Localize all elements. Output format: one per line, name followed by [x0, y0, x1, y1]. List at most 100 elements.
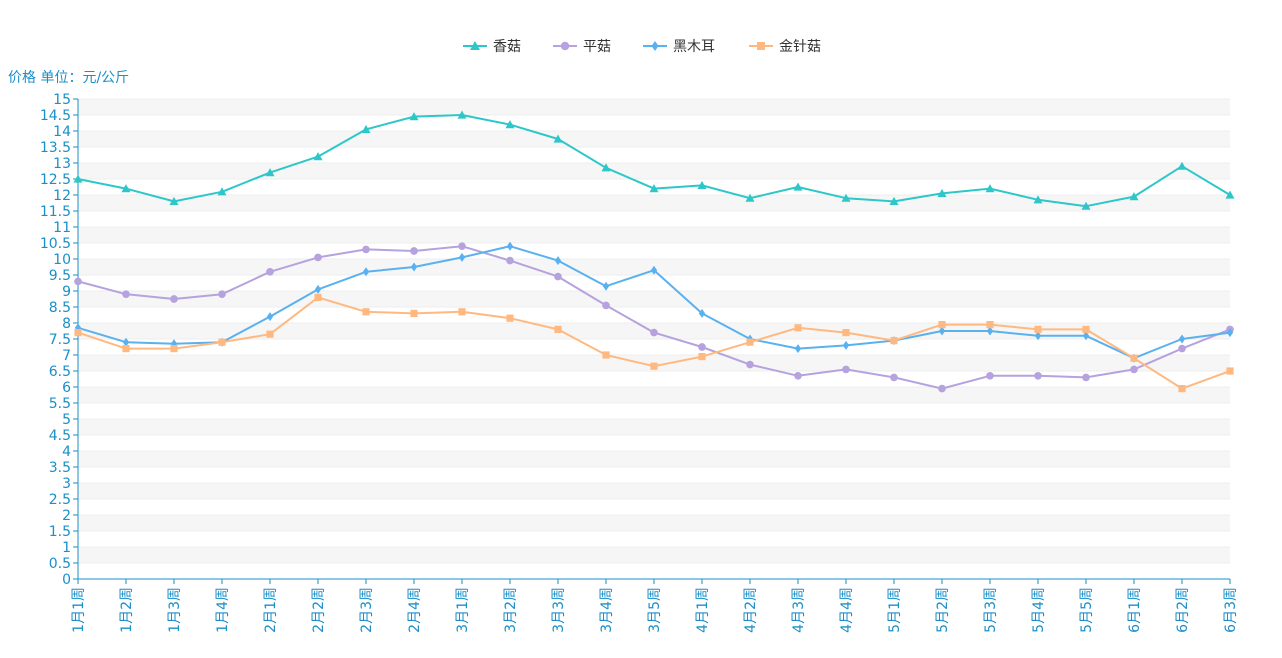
data-point[interactable] [794, 344, 802, 354]
data-point[interactable] [890, 373, 898, 382]
legend-item-4[interactable]: 金针菇 [749, 39, 821, 55]
data-point[interactable] [554, 325, 562, 333]
data-point[interactable] [890, 337, 898, 345]
data-point[interactable] [266, 330, 274, 338]
data-point[interactable] [698, 353, 706, 361]
data-point[interactable] [1178, 385, 1186, 393]
data-point[interactable] [601, 163, 611, 172]
data-point[interactable] [217, 187, 227, 196]
data-point[interactable] [266, 267, 274, 276]
data-point[interactable] [361, 124, 371, 133]
legend[interactable]: 香菇 平菇 黑木耳 金针菇 [463, 39, 821, 55]
data-point[interactable] [121, 184, 131, 193]
data-point[interactable] [938, 326, 946, 336]
data-point[interactable] [1130, 354, 1138, 362]
data-point[interactable] [745, 193, 755, 202]
data-point[interactable] [505, 120, 515, 129]
data-point[interactable] [1177, 161, 1187, 170]
data-point[interactable] [410, 309, 418, 317]
data-point[interactable] [746, 360, 754, 369]
data-point[interactable] [314, 284, 322, 294]
data-point[interactable] [1081, 201, 1091, 210]
data-point[interactable] [74, 277, 82, 286]
data-point[interactable] [650, 362, 658, 370]
data-point[interactable] [1225, 190, 1235, 199]
legend-item-2[interactable]: 平菇 [553, 39, 611, 55]
data-point[interactable] [1034, 371, 1042, 380]
data-point[interactable] [1082, 325, 1090, 333]
data-point[interactable] [986, 326, 994, 336]
data-point[interactable] [73, 174, 83, 183]
data-point[interactable] [889, 196, 899, 205]
data-point[interactable] [458, 252, 466, 262]
data-point[interactable] [650, 328, 658, 337]
data-point[interactable] [122, 337, 130, 347]
data-point[interactable] [74, 329, 82, 337]
data-point[interactable] [458, 308, 466, 316]
data-point[interactable] [842, 340, 850, 350]
data-point[interactable] [794, 324, 802, 332]
data-point[interactable] [506, 256, 514, 265]
data-point[interactable] [218, 338, 226, 346]
data-point[interactable] [554, 272, 562, 281]
data-point[interactable] [410, 247, 418, 255]
data-point[interactable] [313, 152, 323, 161]
data-point[interactable] [553, 134, 563, 143]
data-point[interactable] [362, 308, 370, 316]
y-tick-label: 11.5 [40, 204, 71, 220]
data-point[interactable] [1082, 331, 1090, 341]
data-point[interactable] [649, 184, 659, 193]
data-point[interactable] [1034, 331, 1042, 341]
data-point[interactable] [938, 321, 946, 329]
data-point[interactable] [842, 329, 850, 337]
data-point[interactable] [938, 384, 946, 393]
data-point[interactable] [1178, 334, 1186, 344]
data-point[interactable] [1226, 328, 1234, 338]
data-point[interactable] [170, 345, 178, 353]
data-point[interactable] [554, 256, 562, 266]
data-point[interactable] [409, 112, 419, 121]
data-point[interactable] [650, 265, 658, 275]
data-point[interactable] [1226, 367, 1234, 375]
data-point[interactable] [986, 321, 994, 329]
data-point[interactable] [410, 262, 418, 272]
data-point[interactable] [506, 241, 514, 251]
legend-item-3[interactable]: 黑木耳 [643, 39, 715, 55]
data-point[interactable] [602, 301, 610, 310]
data-point[interactable] [265, 168, 275, 177]
data-point[interactable] [362, 267, 370, 277]
data-point[interactable] [937, 188, 947, 197]
data-point[interactable] [746, 338, 754, 346]
data-point[interactable] [602, 351, 610, 359]
data-point[interactable] [362, 245, 370, 254]
data-point[interactable] [169, 196, 179, 205]
data-point[interactable] [314, 253, 322, 262]
data-point[interactable] [218, 290, 226, 299]
data-point[interactable] [841, 193, 851, 202]
data-point[interactable] [122, 290, 130, 299]
data-point[interactable] [602, 281, 610, 291]
data-point[interactable] [457, 110, 467, 119]
data-point[interactable] [1033, 195, 1043, 204]
data-point[interactable] [314, 293, 322, 301]
data-point[interactable] [458, 242, 466, 251]
data-point[interactable] [793, 182, 803, 191]
data-point[interactable] [122, 345, 130, 353]
data-point[interactable] [985, 184, 995, 193]
data-point[interactable] [697, 180, 707, 189]
legend-item-1[interactable]: 香菇 [463, 39, 521, 55]
data-point[interactable] [1082, 373, 1090, 382]
data-point[interactable] [698, 343, 706, 351]
data-point[interactable] [170, 295, 178, 303]
data-point[interactable] [1178, 344, 1186, 353]
data-point[interactable] [794, 371, 802, 380]
data-point[interactable] [1130, 365, 1138, 374]
data-point[interactable] [1129, 192, 1139, 201]
grid-band [78, 307, 1230, 323]
data-point[interactable] [698, 308, 706, 318]
data-point[interactable] [986, 371, 994, 380]
data-point[interactable] [506, 314, 514, 322]
data-point[interactable] [842, 365, 850, 374]
data-point[interactable] [266, 312, 274, 322]
data-point[interactable] [1034, 325, 1042, 333]
